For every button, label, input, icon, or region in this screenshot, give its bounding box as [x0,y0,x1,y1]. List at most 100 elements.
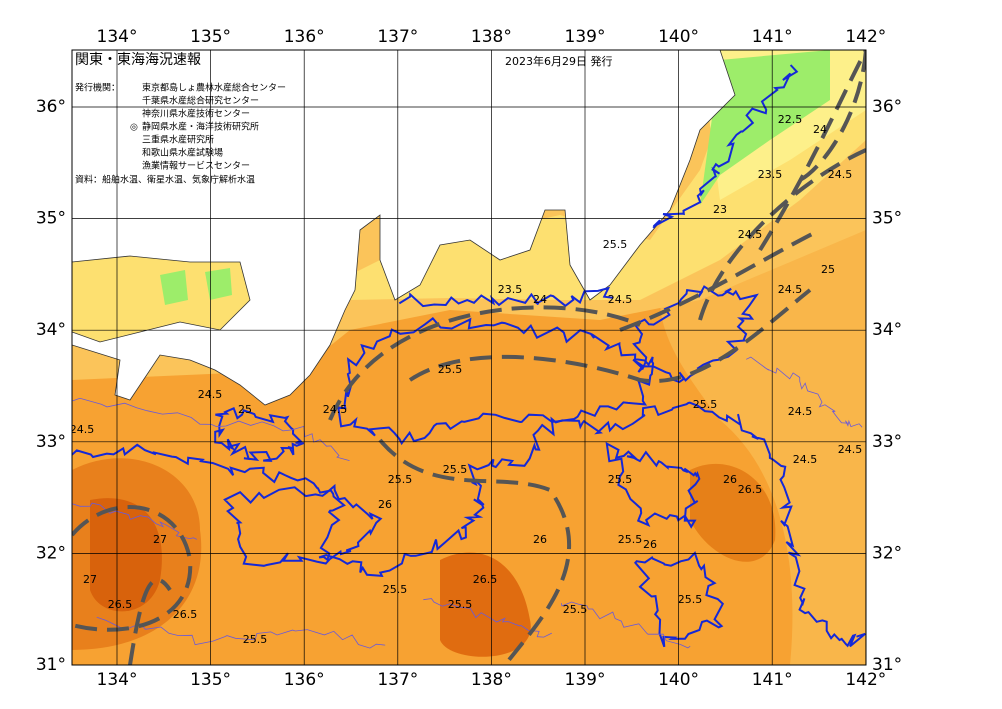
contour-label: 24.5 [198,388,223,401]
lat-label-left: 34° [36,320,66,340]
contour-label: 25.5 [243,633,268,646]
isotherm [72,401,866,648]
current-line [758,50,866,252]
contour-label: 26 [533,533,547,546]
lat-label-right: 33° [872,432,902,452]
green-patch [205,268,232,300]
issuer: 千葉県水産総合研究センター [142,95,259,107]
lat-label-left: 35° [36,209,66,229]
lat-label-right: 34° [872,320,902,340]
lon-label-bottom: 135° [190,670,231,690]
contour-label: 26 [378,498,392,511]
warm-patch [440,552,531,657]
contour-label: 27 [153,533,167,546]
issuer: 三重県水産研究所 [142,134,214,146]
graticule [72,50,866,665]
lon-label-top: 136° [284,27,325,47]
contour-label: 25.5 [383,583,408,596]
contour-label: 26.5 [108,598,133,611]
isotherm [214,406,305,462]
lat-label-left: 33° [36,432,66,452]
contour-label: 26.5 [173,608,198,621]
isotherm [223,483,383,567]
lat-label-right: 32° [872,543,902,563]
frame [71,49,867,666]
lon-label-top: 135° [190,27,231,47]
issuer-marker: ◎ [130,123,138,133]
warm-core [90,498,162,612]
lon-label-top: 142° [845,27,886,47]
lat-label-left: 31° [36,655,66,675]
lon-label-top: 138° [471,27,512,47]
issuer: 神奈川県水産技術センター [142,108,250,120]
contour-label: 24.5 [738,228,763,241]
axes: 134° 134° 135° 135° 136° 136° 137° 137° 138° 138°… [36,27,902,690]
issuer: 漁業情報サービスセンター [142,160,250,172]
isotherm-minor [746,356,863,428]
contour-label: 24.5 [323,403,348,416]
current-line [378,438,571,665]
lon-label-bottom: 141° [752,670,793,690]
contour-label: 25.5 [388,473,413,486]
issuer: 静岡県水産・海洋技術研究所 [142,121,259,133]
issuer-heading: 発行機関： [75,82,120,94]
contour-label: 26.5 [738,483,763,496]
contour-label: 25.5 [438,363,463,376]
lat-label-left: 32° [36,543,66,563]
isotherm-minor [96,616,386,649]
contour-label: 25 [821,263,835,276]
lon-label-top: 140° [658,27,699,47]
contour-label: 25.5 [448,598,473,611]
contour-label: 23.5 [498,283,523,296]
issuer: 東京都島しょ農林水産総合センター [142,82,286,94]
contour-label: 23.5 [758,168,783,181]
contour-label: 26 [723,473,737,486]
lon-label-bottom: 137° [377,670,418,690]
issuer: 和歌山県水産試験場 [142,147,223,159]
contour-label: 24.5 [788,405,813,418]
lat-label-right: 35° [872,209,902,229]
lat-label-right: 36° [872,97,902,117]
contour-label: 23 [713,203,727,216]
land [72,50,736,406]
contour-label: 25.5 [603,238,628,251]
isotherm-minor [560,601,691,649]
lon-label-bottom: 142° [845,670,886,690]
isotherm [398,286,613,308]
issue-date: 2023年6月29日 発行 [505,54,613,68]
contour-label: 24.5 [793,453,818,466]
lon-label-top: 139° [565,27,606,47]
lon-label-top: 141° [752,27,793,47]
contour-label: 25 [238,403,252,416]
isotherm [652,64,799,229]
lat-label-left: 36° [36,97,66,117]
lat-label-right: 31° [872,655,902,675]
current-line [619,228,821,332]
current-line [328,305,641,421]
title: 関東・東海海況速報 [75,52,201,68]
lon-label-top: 134° [97,27,138,47]
map-area: 22.5 24 23.5 24.5 23 24.5 25 24.5 23.5 24 24.5 25.5… [72,50,866,665]
lon-label-bottom: 134° [97,670,138,690]
lon-label-bottom: 138° [471,670,512,690]
contour-label: 24.5 [778,283,803,296]
isotherm-minor [72,397,350,461]
lon-label-bottom: 136° [284,670,325,690]
contour-label: 25.5 [608,473,633,486]
contour-label: 25.5 [443,463,468,476]
contour-label: 24 [533,293,547,306]
current-line [408,288,812,384]
contour-label: 25.5 [618,533,643,546]
isotherm-minor [72,502,197,540]
contour-label: 26 [643,538,657,551]
contour-label: 27 [83,573,97,586]
current-lines [72,50,866,665]
contour-label: 25.5 [693,398,718,411]
source: 資料：船舶水温、衛星水温、気象庁解析水温 [75,174,255,186]
contour-label: 22.5 [778,113,803,126]
isotherm-minor [423,598,552,638]
lon-label-bottom: 139° [565,670,606,690]
contour-label: 24.5 [838,443,863,456]
contours [72,64,866,649]
